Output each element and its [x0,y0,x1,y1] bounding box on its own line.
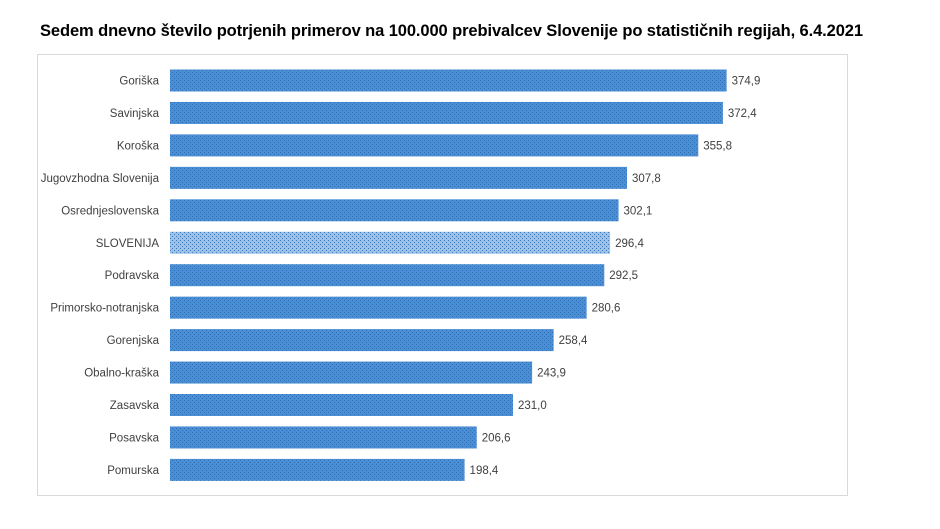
value-label: 307,8 [632,173,661,185]
bar-3 [170,166,627,189]
chart-title: Sedem dnevno število potrjenih primerov … [40,22,863,40]
bar-4 [170,199,619,222]
bar-12 [170,458,465,481]
category-label: Pomurska [107,465,159,477]
category-label: Goriška [119,76,159,88]
category-label: Obalno-kraška [84,368,159,380]
value-label: 206,6 [482,432,511,444]
bar-11 [170,426,477,449]
category-labels: Goriška Savinjska Koroška Jugovzhodna Slove… [41,76,160,477]
value-label: 374,9 [732,76,761,88]
category-label: Zasavska [110,400,160,412]
category-label: Savinjska [110,108,160,120]
value-label: 258,4 [559,335,588,347]
category-label: Posavska [109,432,159,444]
category-label: Gorenjska [107,335,160,347]
bar-8 [170,329,554,352]
bars-group [170,69,727,481]
value-label: 198,4 [470,465,499,477]
bar-10 [170,394,513,416]
bar-1 [170,101,723,124]
value-label: 302,1 [624,205,653,217]
bar-5 [170,231,611,254]
value-label: 292,5 [609,270,638,282]
bar-6 [170,264,605,287]
bar-9 [170,361,533,384]
value-label: 243,9 [537,368,566,380]
category-label: Osrednjeslovenska [61,205,159,217]
category-label: SLOVENIJA [96,238,160,250]
value-label: 280,6 [592,303,621,315]
bar-7 [170,296,587,319]
category-label: Primorsko-notranjska [50,303,159,315]
value-label: 372,4 [728,108,757,120]
category-label: Jugovzhodna Slovenija [41,173,160,185]
category-label: Podravska [105,270,160,282]
bar-2 [170,134,699,157]
value-label: 231,0 [518,400,547,412]
bar-0 [170,69,727,92]
value-labels: 374,9 372,4 355,8 307,8 302,1 296,4 292,5 280,6… [470,76,761,477]
value-label: 296,4 [615,238,644,250]
value-label: 355,8 [703,140,732,152]
category-label: Koroška [117,140,160,152]
